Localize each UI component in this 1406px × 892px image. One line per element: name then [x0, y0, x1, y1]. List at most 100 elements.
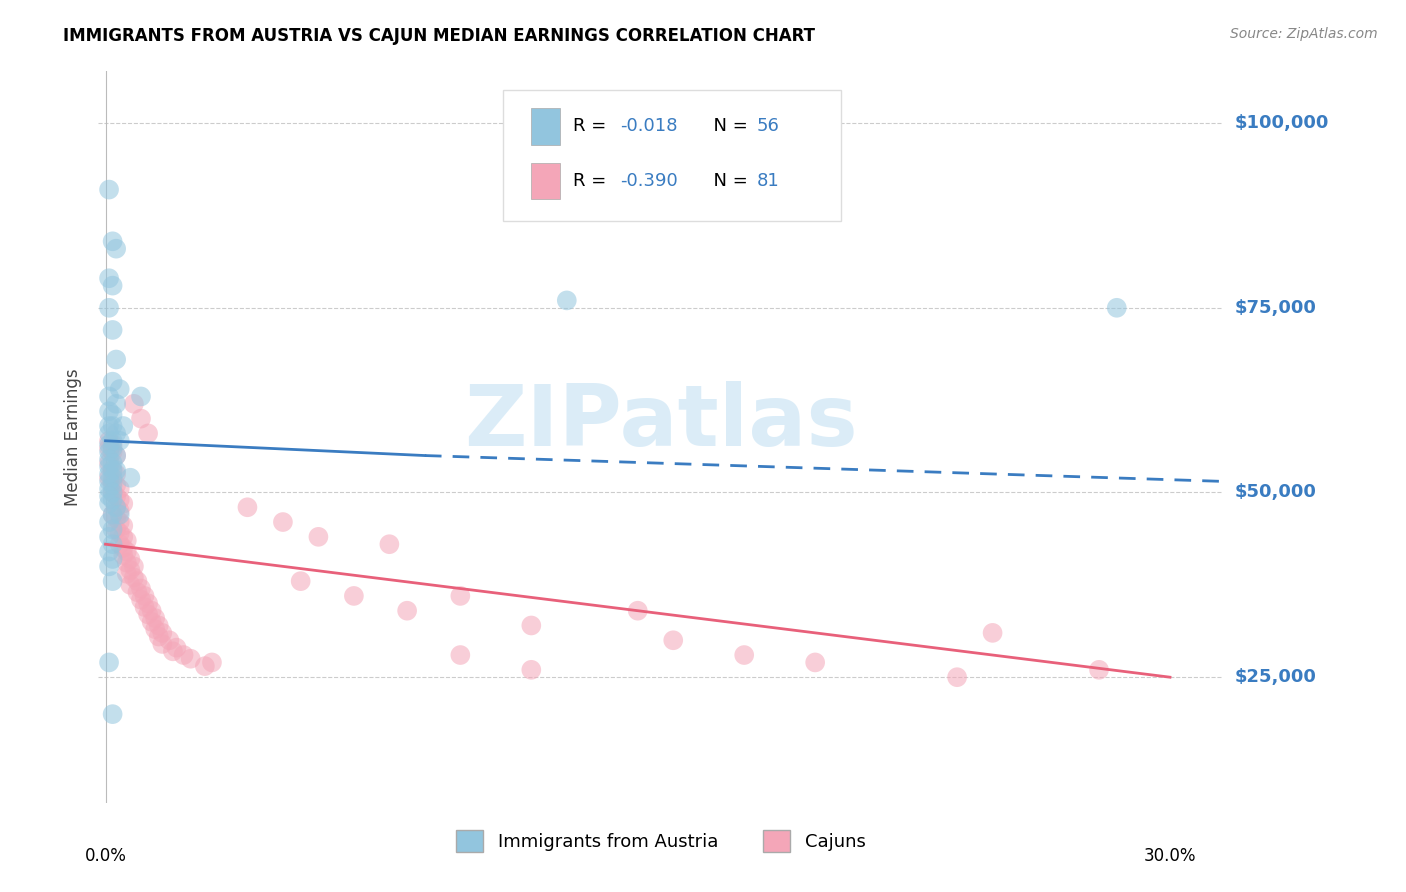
- Text: IMMIGRANTS FROM AUSTRIA VS CAJUN MEDIAN EARNINGS CORRELATION CHART: IMMIGRANTS FROM AUSTRIA VS CAJUN MEDIAN …: [63, 27, 815, 45]
- Text: ZIPatlas: ZIPatlas: [464, 381, 858, 464]
- Point: [236, 500, 259, 515]
- Text: N =: N =: [703, 172, 754, 190]
- Text: R =: R =: [574, 172, 612, 190]
- Point: [98, 471, 121, 485]
- Point: [201, 656, 224, 670]
- Point: [120, 563, 142, 577]
- Text: 0.0%: 0.0%: [84, 847, 127, 865]
- Point: [166, 640, 188, 655]
- Point: [150, 637, 173, 651]
- Point: [127, 585, 149, 599]
- Point: [449, 648, 471, 662]
- Point: [108, 434, 131, 448]
- Point: [127, 574, 149, 589]
- Text: 56: 56: [756, 117, 779, 136]
- Text: -0.390: -0.390: [620, 172, 678, 190]
- Point: [108, 382, 131, 396]
- Point: [98, 437, 121, 451]
- Point: [115, 533, 138, 548]
- Point: [343, 589, 366, 603]
- Legend: Immigrants from Austria, Cajuns: Immigrants from Austria, Cajuns: [449, 823, 873, 860]
- Point: [981, 625, 1004, 640]
- Point: [101, 445, 124, 459]
- Point: [141, 615, 163, 629]
- Point: [98, 434, 121, 448]
- Text: $25,000: $25,000: [1234, 668, 1316, 686]
- Point: [98, 271, 121, 285]
- Text: Source: ZipAtlas.com: Source: ZipAtlas.com: [1230, 27, 1378, 41]
- Text: R =: R =: [574, 117, 612, 136]
- Point: [98, 530, 121, 544]
- Point: [378, 537, 401, 551]
- Point: [98, 544, 121, 558]
- Y-axis label: Median Earnings: Median Earnings: [63, 368, 82, 506]
- Text: $100,000: $100,000: [1234, 114, 1329, 132]
- Point: [101, 478, 124, 492]
- Point: [804, 656, 827, 670]
- Point: [112, 518, 135, 533]
- FancyBboxPatch shape: [503, 90, 841, 221]
- Text: $75,000: $75,000: [1234, 299, 1316, 317]
- Point: [105, 523, 128, 537]
- Point: [733, 648, 755, 662]
- Point: [105, 478, 128, 492]
- Point: [98, 515, 121, 529]
- Point: [101, 492, 124, 507]
- Point: [120, 578, 142, 592]
- Point: [136, 607, 159, 622]
- Point: [98, 482, 121, 496]
- Point: [129, 582, 152, 596]
- Point: [101, 375, 124, 389]
- Point: [143, 622, 166, 636]
- Point: [101, 707, 124, 722]
- Point: [115, 556, 138, 570]
- Point: [120, 471, 142, 485]
- Point: [101, 552, 124, 566]
- Point: [98, 445, 121, 459]
- Point: [105, 352, 128, 367]
- Point: [98, 389, 121, 403]
- Point: [271, 515, 294, 529]
- Point: [134, 600, 156, 615]
- Point: [129, 389, 152, 403]
- FancyBboxPatch shape: [531, 108, 560, 145]
- Point: [150, 625, 173, 640]
- Point: [101, 463, 124, 477]
- Point: [520, 618, 543, 632]
- Point: [129, 592, 152, 607]
- Point: [108, 515, 131, 529]
- Point: [112, 497, 135, 511]
- Point: [105, 489, 128, 503]
- Point: [173, 648, 195, 662]
- Point: [98, 419, 121, 434]
- Point: [112, 530, 135, 544]
- Point: [105, 426, 128, 441]
- Point: [662, 633, 685, 648]
- Point: [307, 530, 329, 544]
- Point: [520, 663, 543, 677]
- Point: [122, 397, 145, 411]
- Point: [101, 485, 124, 500]
- Point: [105, 242, 128, 256]
- Point: [105, 500, 128, 515]
- Point: [98, 459, 121, 474]
- Point: [115, 544, 138, 558]
- Point: [101, 434, 124, 448]
- Point: [129, 411, 152, 425]
- Point: [98, 656, 121, 670]
- Point: [108, 537, 131, 551]
- Point: [101, 537, 124, 551]
- Point: [101, 574, 124, 589]
- Point: [555, 293, 578, 308]
- Point: [98, 456, 121, 470]
- Point: [101, 508, 124, 522]
- Point: [101, 408, 124, 422]
- Point: [105, 500, 128, 515]
- Point: [136, 596, 159, 610]
- Point: [148, 630, 170, 644]
- Point: [98, 559, 121, 574]
- Point: [98, 301, 121, 315]
- Point: [134, 589, 156, 603]
- Point: [946, 670, 969, 684]
- Point: [98, 489, 121, 503]
